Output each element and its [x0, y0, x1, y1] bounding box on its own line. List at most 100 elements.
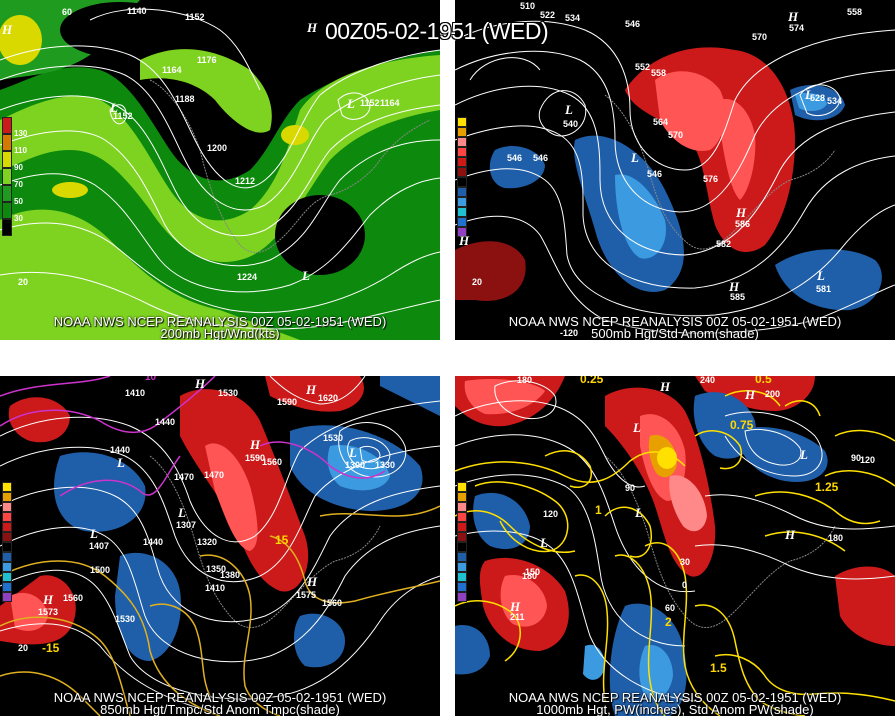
- legend-swatch: [2, 542, 12, 552]
- legend-swatch: [2, 582, 12, 592]
- high-marker: H: [660, 379, 671, 394]
- panel-caption-field: 1000mb Hgt, PW(inches), Std Anom PW(shad…: [536, 702, 814, 716]
- high-marker: H: [250, 437, 261, 452]
- legend-swatch: [2, 532, 12, 542]
- high-marker: H: [2, 22, 13, 37]
- legend-swatch: [2, 552, 12, 562]
- contour-label: 1440: [110, 445, 131, 455]
- contour-label: 1470: [174, 472, 195, 482]
- map-850mb: [0, 376, 440, 716]
- legend-label: 50: [14, 197, 23, 206]
- contour-label: 1152: [360, 98, 380, 108]
- legend-swatch: [457, 177, 467, 187]
- contour-label: 1470: [204, 470, 225, 480]
- contour-label: 1307: [176, 520, 197, 530]
- map-500mb: [455, 0, 895, 340]
- contour-label: 1530: [323, 433, 344, 443]
- legend-swatch: [457, 482, 467, 492]
- legend-swatch: [457, 217, 467, 227]
- legend-swatch: [457, 137, 467, 147]
- legend-swatch: [2, 202, 12, 219]
- contour-label: 546: [533, 153, 549, 163]
- legend-wind: 130 110 90 70 50 30: [2, 117, 27, 236]
- low-marker: L: [800, 447, 808, 462]
- contour-label: 1320: [197, 537, 218, 547]
- legend-swatch: [457, 197, 467, 207]
- high-marker: H: [729, 279, 740, 294]
- high-marker: H: [785, 527, 796, 542]
- panel-500mb: 510 522 534 546 558 570 552 558 540 546 …: [455, 0, 895, 340]
- contour-label: 1164: [162, 65, 182, 75]
- contour-label: 570: [752, 32, 768, 42]
- low-marker: L: [90, 526, 98, 541]
- low-marker: L: [347, 96, 355, 111]
- legend-swatch: [2, 117, 12, 134]
- contour-label: 534: [565, 13, 581, 23]
- low-marker: L: [633, 420, 641, 435]
- legend-swatch: [2, 492, 12, 502]
- panel-caption-source: NOAA NWS NCEP REANALYSIS 00Z 05-02-1951 …: [53, 314, 387, 329]
- contour-label: 1300: [345, 460, 366, 470]
- legend-swatch: [457, 592, 467, 602]
- legend-anom: [457, 117, 467, 237]
- contour-label: 60: [665, 603, 676, 613]
- map-1000mb-pw: [455, 376, 895, 716]
- contour-label: 546: [507, 153, 523, 163]
- low-marker: L: [349, 445, 357, 460]
- legend-swatch: [457, 572, 467, 582]
- pw-label: 0.5: [755, 376, 772, 386]
- contour-label: 522: [540, 10, 556, 20]
- contour-label: -120: [560, 328, 579, 338]
- contour-label: 1200: [207, 143, 228, 153]
- pw-label: 1.5: [710, 661, 727, 675]
- contour-label: 120: [860, 455, 876, 465]
- legend-swatch: [2, 572, 12, 582]
- contour-label: 1152: [113, 111, 133, 121]
- contour-label: 180: [522, 571, 538, 581]
- contour-label: 1212: [235, 176, 256, 186]
- contour-label: 574: [789, 23, 805, 33]
- legend-swatch: [2, 562, 12, 572]
- isotherm-label: 10: [145, 376, 157, 383]
- isotherm-label: -15: [42, 641, 60, 655]
- contour-label: 90: [625, 483, 636, 493]
- legend-swatch: [457, 562, 467, 572]
- contour-label: 180: [517, 376, 533, 385]
- contour-label: 552: [635, 62, 651, 72]
- low-marker: L: [178, 505, 186, 520]
- high-marker: H: [459, 233, 470, 248]
- contour-label: 1500: [90, 565, 111, 575]
- low-marker: L: [302, 268, 310, 283]
- contour-label: 200: [765, 389, 781, 399]
- contour-label: 1530: [115, 614, 136, 624]
- legend-swatch: [457, 127, 467, 137]
- panel-caption-field: 850mb Hgt/Tmpc/Std Anom Tmpc(shade): [100, 702, 340, 716]
- contour-label: 546: [625, 19, 641, 29]
- pw-label: 0.25: [580, 376, 604, 386]
- contour-label: 120: [543, 509, 559, 519]
- legend-label: 70: [14, 180, 23, 189]
- contour-label: 585: [730, 292, 746, 302]
- legend-swatch: [2, 522, 12, 532]
- legend-label: 110: [14, 146, 27, 155]
- high-marker: H: [307, 574, 318, 589]
- legend-swatch: [457, 542, 467, 552]
- contour-label: 510: [520, 1, 536, 11]
- panel-caption-source: NOAA NWS NCEP REANALYSIS 00Z 05-02-1951 …: [53, 690, 387, 705]
- legend-swatch: [457, 157, 467, 167]
- legend-swatch: [2, 219, 12, 236]
- legend-swatch: [2, 134, 12, 151]
- contour-label: 570: [668, 130, 684, 140]
- contour-label: 20: [472, 277, 483, 287]
- panel-850mb: 1410 1470 1440 1440 1470 1530 1590 1620 …: [0, 376, 440, 716]
- contour-label: 1440: [143, 537, 164, 547]
- contour-label: 546: [647, 169, 663, 179]
- contour-label: 1620: [318, 393, 339, 403]
- legend-swatch: [2, 512, 12, 522]
- pw-label: 2: [665, 615, 672, 629]
- contour-label: 1560: [322, 598, 343, 608]
- legend-swatch: [2, 168, 12, 185]
- contour-label: 1350: [206, 564, 227, 574]
- legend-swatch: [457, 492, 467, 502]
- legend-anom: [457, 482, 467, 602]
